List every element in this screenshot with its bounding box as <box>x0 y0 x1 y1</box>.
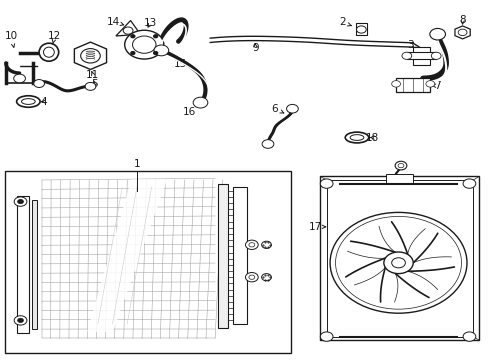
Circle shape <box>248 243 254 247</box>
Circle shape <box>193 97 207 108</box>
Text: 2: 2 <box>338 17 350 27</box>
Text: 18: 18 <box>365 132 379 143</box>
Bar <box>326 180 472 337</box>
Text: 16: 16 <box>183 102 200 117</box>
Circle shape <box>245 273 258 282</box>
Circle shape <box>356 26 366 33</box>
Circle shape <box>462 332 475 341</box>
Circle shape <box>132 36 156 53</box>
Text: 10: 10 <box>5 31 18 48</box>
Circle shape <box>248 275 254 279</box>
Text: 3: 3 <box>407 40 416 50</box>
Polygon shape <box>74 42 106 69</box>
Polygon shape <box>116 21 140 36</box>
Circle shape <box>391 81 400 87</box>
Polygon shape <box>88 180 166 331</box>
Circle shape <box>85 82 96 90</box>
Bar <box>355 23 366 35</box>
Bar <box>217 184 228 328</box>
Polygon shape <box>454 26 469 39</box>
Circle shape <box>14 197 27 206</box>
Bar <box>5 171 290 353</box>
Bar <box>412 47 429 65</box>
Circle shape <box>320 332 332 341</box>
Text: 5: 5 <box>91 78 98 89</box>
Text: 15: 15 <box>173 59 186 69</box>
Ellipse shape <box>345 132 368 143</box>
Circle shape <box>14 74 25 83</box>
Bar <box>32 200 37 329</box>
Circle shape <box>153 51 157 54</box>
Circle shape <box>329 212 466 313</box>
Text: 1: 1 <box>133 159 140 169</box>
Ellipse shape <box>349 135 363 140</box>
Circle shape <box>261 274 271 281</box>
Circle shape <box>430 52 440 59</box>
Bar <box>17 196 29 333</box>
Text: 13: 13 <box>143 18 157 28</box>
Circle shape <box>14 316 27 325</box>
Circle shape <box>394 161 406 170</box>
Circle shape <box>131 35 135 38</box>
Text: 8: 8 <box>458 15 465 25</box>
Circle shape <box>262 140 273 148</box>
Bar <box>320 176 478 340</box>
Text: 7: 7 <box>431 81 440 91</box>
Text: 17: 17 <box>308 222 325 232</box>
Circle shape <box>397 163 403 168</box>
Ellipse shape <box>39 43 59 61</box>
Text: 4: 4 <box>41 96 47 107</box>
Ellipse shape <box>17 96 40 107</box>
Circle shape <box>245 240 258 249</box>
Bar <box>232 187 247 324</box>
Circle shape <box>153 35 157 38</box>
Circle shape <box>81 49 100 63</box>
Circle shape <box>383 252 412 274</box>
Bar <box>386 174 412 184</box>
Circle shape <box>429 28 445 40</box>
Text: 11: 11 <box>86 69 100 80</box>
Circle shape <box>425 81 434 87</box>
Ellipse shape <box>21 99 35 104</box>
Circle shape <box>457 29 466 36</box>
Circle shape <box>123 27 133 34</box>
Bar <box>406 52 435 59</box>
Text: 9: 9 <box>251 42 258 53</box>
Circle shape <box>462 179 475 188</box>
Circle shape <box>18 318 23 323</box>
Circle shape <box>18 199 23 204</box>
Circle shape <box>391 258 405 268</box>
Text: 12: 12 <box>48 31 61 44</box>
Circle shape <box>124 30 163 59</box>
Text: 14: 14 <box>106 17 123 27</box>
Circle shape <box>154 45 168 56</box>
Circle shape <box>131 51 135 54</box>
Text: 6: 6 <box>271 104 283 114</box>
Circle shape <box>401 52 411 59</box>
Ellipse shape <box>43 47 54 57</box>
Bar <box>395 78 429 92</box>
Circle shape <box>286 104 298 113</box>
Circle shape <box>261 241 271 248</box>
Circle shape <box>320 179 332 188</box>
Circle shape <box>34 80 44 87</box>
